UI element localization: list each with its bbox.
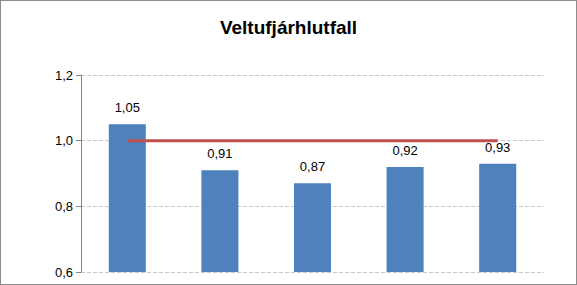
svg-text:0,92: 0,92 <box>392 143 417 158</box>
svg-text:0,6: 0,6 <box>55 265 73 280</box>
svg-text:0,8: 0,8 <box>55 199 73 214</box>
svg-text:1,05: 1,05 <box>115 100 140 115</box>
svg-text:1,0: 1,0 <box>55 133 73 148</box>
svg-text:0,91: 0,91 <box>207 146 232 161</box>
svg-text:1,2: 1,2 <box>55 68 73 83</box>
svg-text:Veltufjárhlutfall: Veltufjárhlutfall <box>220 17 357 38</box>
svg-text:0,87: 0,87 <box>300 159 325 174</box>
svg-text:0,93: 0,93 <box>485 139 511 155</box>
